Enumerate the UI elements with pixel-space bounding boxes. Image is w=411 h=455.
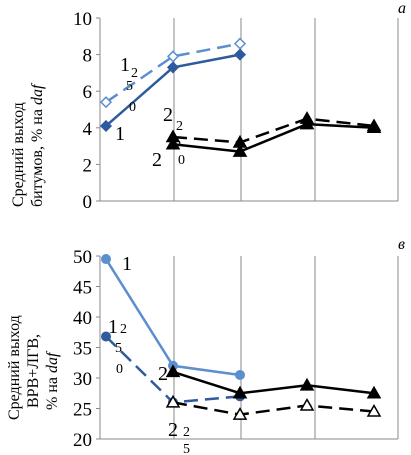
a-point-s2-1 — [165, 136, 181, 150]
annot-a-1-250: 1 2 5 0 — [120, 54, 138, 115]
annot-b-1-250-sub1: 2 — [120, 322, 127, 337]
panel-b-ylabel-line2: ВРВ+ЛГВ, — [25, 334, 42, 408]
panel-b-label: в — [398, 236, 405, 253]
a-point-s1_250-2 — [166, 50, 180, 63]
annot-b-2-25: 2 2 5 — [168, 419, 190, 455]
a-line-s2 — [172, 122, 375, 153]
annot-a-1-250-main: 1 — [120, 54, 130, 76]
panel-a-ylabel-line2-italic: daf — [29, 82, 46, 105]
a-point-s1_250-3 — [233, 37, 247, 50]
annot-b-1-250-main: 1 — [108, 316, 118, 338]
a-ytick-label-0: 0 — [83, 192, 93, 213]
b-ytick-label-45: 45 — [73, 278, 92, 299]
panel-a-y-axis-title: Средний выход битумов, % на daf — [10, 82, 46, 207]
b-point-s1-3 — [235, 369, 245, 380]
panel-a-axes — [99, 18, 399, 202]
annot-a-2-250-main: 2 — [163, 104, 173, 126]
b-ytick-label-35: 35 — [73, 339, 92, 360]
b-ytick-label-40: 40 — [73, 308, 92, 329]
b-point-s2-1 — [165, 364, 181, 378]
b-point-s2_250-3 — [299, 397, 315, 411]
panel-a-ylabel-line1: Средний выход — [10, 102, 27, 207]
b-point-s2_250-4 — [366, 404, 382, 417]
annot-b-1-250-sub2: 5 — [115, 341, 122, 356]
annot-a-1-250-sub1: 2 — [131, 66, 138, 81]
panel-a-grid — [173, 18, 316, 201]
panel-b-ylabel-line3-italic: daf — [44, 350, 61, 373]
a-point-s1-3 — [233, 48, 247, 61]
annot-a-1-250-sub3: 0 — [129, 100, 136, 115]
b-ytick-label-20: 20 — [73, 430, 92, 451]
a-point-s2_250-4 — [366, 118, 382, 132]
b-point-s2_250-1 — [165, 394, 181, 408]
b-point-s2-2 — [232, 385, 248, 399]
panel-a-y-ticks: 0 2 4 6 8 10 — [73, 9, 100, 213]
panel-a-ylabel-line2: битумов, % на daf — [29, 82, 46, 207]
panel-b-ylabel-line1: Средний выход — [6, 315, 23, 420]
annot-a-2-250-sub3: 0 — [178, 153, 185, 168]
a-point-s2_250-3 — [299, 111, 315, 124]
a-ytick-label-6: 6 — [83, 82, 93, 103]
b-ytick-label-30: 30 — [73, 369, 92, 390]
panel-b-y-axis-title: Средний выход ВРВ+ЛГВ, % на daf — [6, 315, 61, 420]
annot-b-1-250: 1 2 5 0 — [108, 316, 127, 377]
annot-a-2-250-sub1: 2 — [176, 119, 183, 134]
b-point-s2-3 — [299, 377, 315, 391]
b-point-s2_250-2 — [232, 407, 248, 420]
a-ytick-label-2: 2 — [83, 155, 93, 176]
panel-b-grid — [173, 256, 316, 439]
a-ytick-label-4: 4 — [83, 119, 93, 140]
a-point-s2_250-1 — [165, 129, 181, 143]
annot-b-2-25-sub2: 5 — [183, 442, 190, 455]
a-ytick-label-8: 8 — [83, 46, 93, 67]
annot-b-2-25-main: 2 — [168, 419, 178, 441]
a-line-s2_250 — [172, 117, 375, 144]
annot-a-2-250-sub2: 5 — [174, 135, 181, 150]
annot-a-1-250-sub2: 5 — [126, 79, 133, 94]
annot-b-2: 2 — [158, 363, 168, 385]
annot-a-1: 1 — [115, 123, 125, 145]
annot-a-2-250: 2 2 5 0 — [163, 104, 185, 168]
a-line-s1_250 — [105, 42, 241, 104]
b-line-s2 — [172, 370, 375, 395]
panel-b-y-ticks: 20 25 30 35 40 45 50 — [73, 247, 100, 451]
b-line-s2_250 — [172, 401, 375, 416]
annot-a-2: 2 — [152, 149, 162, 171]
a-point-s1_250-1 — [99, 96, 113, 109]
annot-b-1: 1 — [122, 253, 132, 275]
panel-b-ylabel-line3-text: % на — [44, 373, 61, 410]
a-point-s2_250-2 — [232, 134, 248, 148]
panel-b-ylabel-line3: % на daf — [44, 350, 61, 410]
a-point-s2-2 — [232, 144, 248, 157]
b-point-s1-1 — [101, 254, 111, 265]
panel-a-series — [99, 37, 382, 157]
panel-b-axes — [99, 256, 399, 440]
b-ytick-label-50: 50 — [73, 247, 92, 268]
a-point-s1-1 — [99, 119, 113, 133]
a-ytick-label-10: 10 — [73, 9, 92, 30]
panel-a-label: а — [398, 0, 406, 17]
annot-b-1-250-sub3: 0 — [116, 362, 123, 377]
panel-a-ylabel-line2-text: битумов, % на — [29, 105, 46, 207]
panel-b-series — [101, 254, 382, 420]
b-point-s1_250-1 — [101, 331, 111, 342]
b-ytick-label-25: 25 — [73, 400, 92, 421]
annot-b-2-25-sub1: 2 — [183, 425, 190, 440]
a-point-s1-2 — [166, 61, 180, 74]
b-point-s2-4 — [366, 385, 382, 399]
